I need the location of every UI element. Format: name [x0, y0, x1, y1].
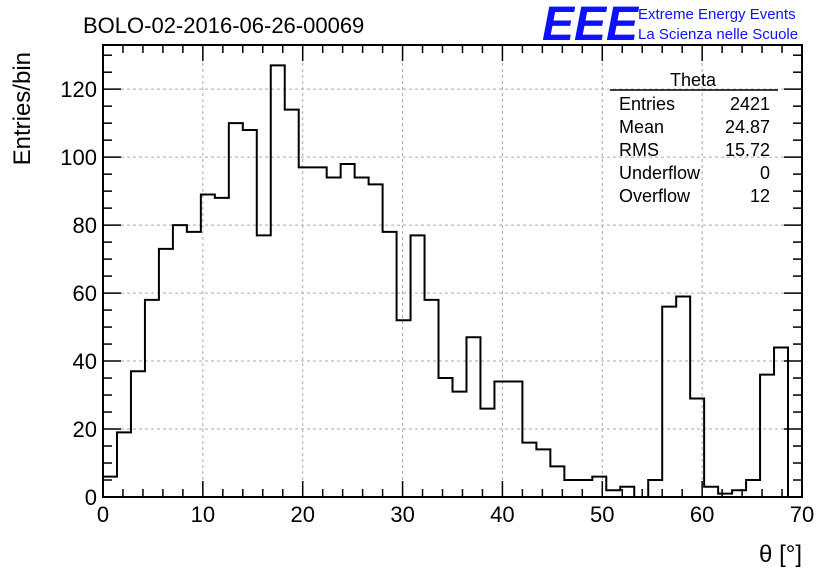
logo-mark: EEE	[542, 0, 640, 51]
stats-label: Mean	[619, 117, 664, 137]
y-tick-label: 60	[73, 281, 97, 306]
x-tick-label: 70	[790, 502, 814, 527]
stats-value: 12	[750, 186, 770, 206]
x-tick-label: 60	[690, 502, 714, 527]
stats-label: Entries	[619, 94, 675, 114]
stats-name: Theta	[670, 70, 717, 90]
logo: EEE Extreme Energy Events La Scienza nel…	[542, 0, 798, 51]
stats-label: Underflow	[619, 163, 701, 183]
x-tick-label: 10	[191, 502, 215, 527]
x-tick-label: 20	[290, 502, 314, 527]
logo-line-1: Extreme Energy Events	[638, 6, 796, 23]
y-tick-label: 20	[73, 417, 97, 442]
y-tick-label: 0	[85, 485, 97, 510]
plot-frame	[102, 44, 803, 498]
x-tick-label: 30	[390, 502, 414, 527]
stats-label: Overflow	[619, 186, 691, 206]
stats-label: RMS	[619, 140, 659, 160]
y-axis-label: Entries/bin	[9, 52, 36, 165]
axis-ticks	[102, 45, 803, 498]
x-tick-label: 0	[97, 502, 109, 527]
y-tick-label: 80	[73, 213, 97, 238]
stats-value: 0	[760, 163, 770, 183]
chart-title: BOLO-02-2016-06-26-00069	[83, 13, 364, 38]
y-tick-label: 100	[60, 145, 97, 170]
histogram-series	[102, 64, 802, 498]
stats-box: Theta Entries 2421 Mean 24.87 RMS 15.72 …	[610, 70, 778, 206]
grid-lines	[103, 45, 802, 497]
x-tick-label: 50	[590, 502, 614, 527]
stats-value: 24.87	[725, 117, 770, 137]
stats-value: 2421	[730, 94, 770, 114]
y-tick-label: 40	[73, 349, 97, 374]
x-axis-label: θ [°]	[759, 541, 802, 568]
y-tick-label: 120	[60, 77, 97, 102]
stats-value: 15.72	[725, 140, 770, 160]
x-tick-label: 40	[490, 502, 514, 527]
logo-line-2: La Scienza nelle Scuole	[638, 26, 798, 43]
